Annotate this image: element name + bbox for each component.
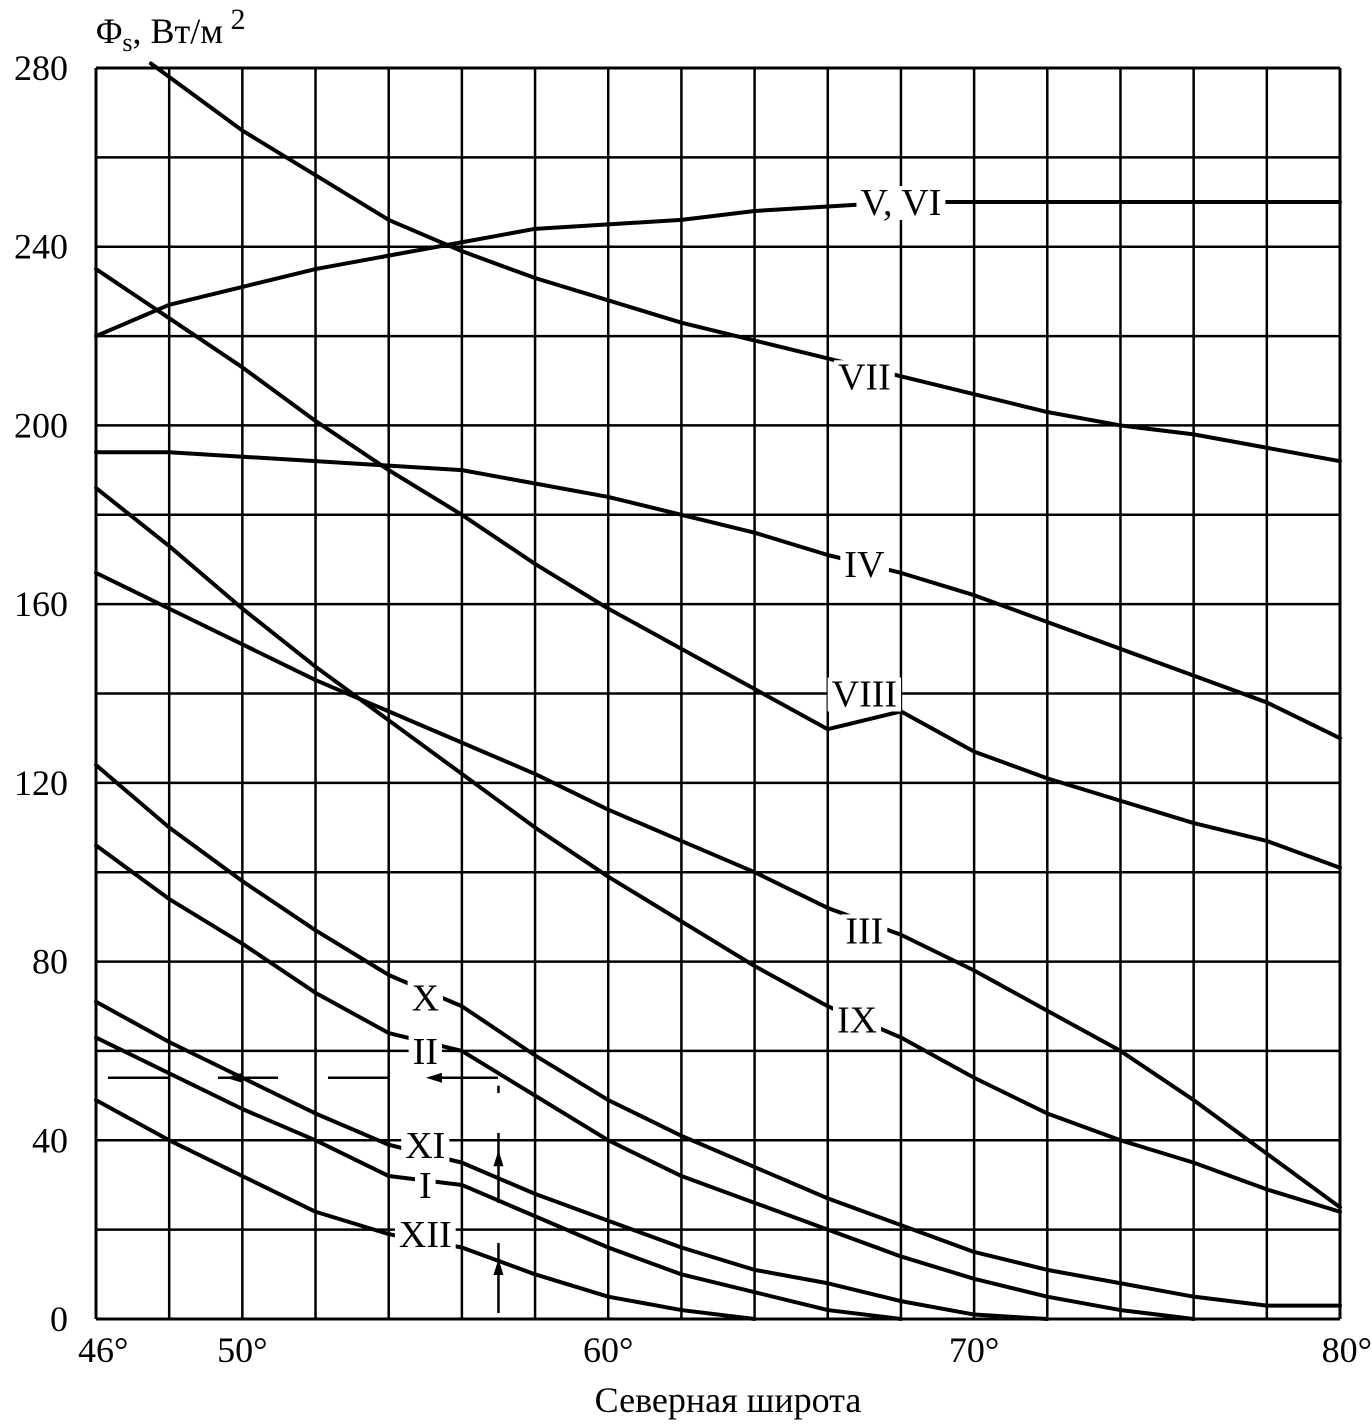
curve-label: X bbox=[412, 977, 439, 1019]
arrow-up-icon bbox=[493, 1150, 504, 1167]
x-tick-label: 70° bbox=[949, 1330, 999, 1370]
x-axis-title: Северная широта bbox=[595, 1380, 862, 1420]
curve-label-backing bbox=[414, 1168, 436, 1203]
curve-label-backing bbox=[401, 1128, 450, 1163]
y-tick-label: 160 bbox=[14, 584, 68, 624]
curve-x bbox=[94, 762, 1342, 1308]
curve-label: IX bbox=[837, 1000, 877, 1042]
curve-v-vi bbox=[94, 200, 1342, 339]
curve-ii bbox=[94, 843, 1196, 1321]
curve-label: XII bbox=[399, 1214, 452, 1256]
curve-label-backing bbox=[408, 1034, 442, 1069]
grid bbox=[94, 66, 1342, 1321]
x-tick-label: 60° bbox=[583, 1330, 633, 1370]
arrow-up-icon bbox=[493, 1259, 504, 1275]
y-axis-title: Φs, Вт/м 2 bbox=[96, 3, 245, 57]
arrow-left-icon bbox=[426, 1072, 442, 1083]
curve-label: V, VI bbox=[860, 182, 941, 224]
curve-label: I bbox=[419, 1165, 432, 1207]
curve-label-backing bbox=[407, 981, 444, 1016]
curve-label-backing bbox=[833, 360, 895, 395]
arrow-left-icon bbox=[226, 1072, 242, 1083]
curve-label-backing bbox=[832, 1003, 882, 1038]
curve-xi bbox=[94, 999, 1050, 1321]
curve-label: VIII bbox=[832, 674, 897, 716]
y-tick-label: 80 bbox=[32, 942, 68, 982]
curves bbox=[94, 61, 1342, 1321]
x-tick-label: 80° bbox=[1322, 1330, 1372, 1370]
tick-labels: 0 40 80 120 160 200 240 280 46° 50° 60° 70° 80° bbox=[14, 48, 1372, 1370]
x-tick-label: 50° bbox=[217, 1330, 267, 1370]
y-tick-label: 40 bbox=[32, 1120, 68, 1160]
curve-label-backing bbox=[394, 1218, 456, 1253]
curve-label: III bbox=[845, 910, 883, 952]
y-tick-label: 240 bbox=[14, 227, 68, 267]
curve-vii bbox=[148, 61, 1342, 464]
curve-viii bbox=[94, 267, 1342, 870]
annotation-arrows bbox=[108, 1072, 504, 1313]
curve-iii bbox=[94, 570, 1342, 1210]
y-tick-label: 280 bbox=[14, 48, 68, 88]
curve-label: IV bbox=[844, 544, 885, 586]
curve-label-backing bbox=[856, 186, 946, 221]
curve-label: XI bbox=[405, 1125, 445, 1167]
curve-label-backing bbox=[840, 547, 889, 582]
curve-label-backing bbox=[841, 914, 888, 949]
curve-label: VII bbox=[838, 356, 891, 398]
curve-ix bbox=[94, 485, 1342, 1214]
curve-label: II bbox=[413, 1031, 438, 1073]
y-tick-label: 200 bbox=[14, 405, 68, 445]
y-tick-label: 120 bbox=[14, 763, 68, 803]
curve-label-backing bbox=[827, 677, 902, 712]
y-tick-label: 0 bbox=[50, 1299, 68, 1339]
curve-iv bbox=[94, 450, 1342, 741]
x-tick-label: 46° bbox=[78, 1330, 128, 1370]
